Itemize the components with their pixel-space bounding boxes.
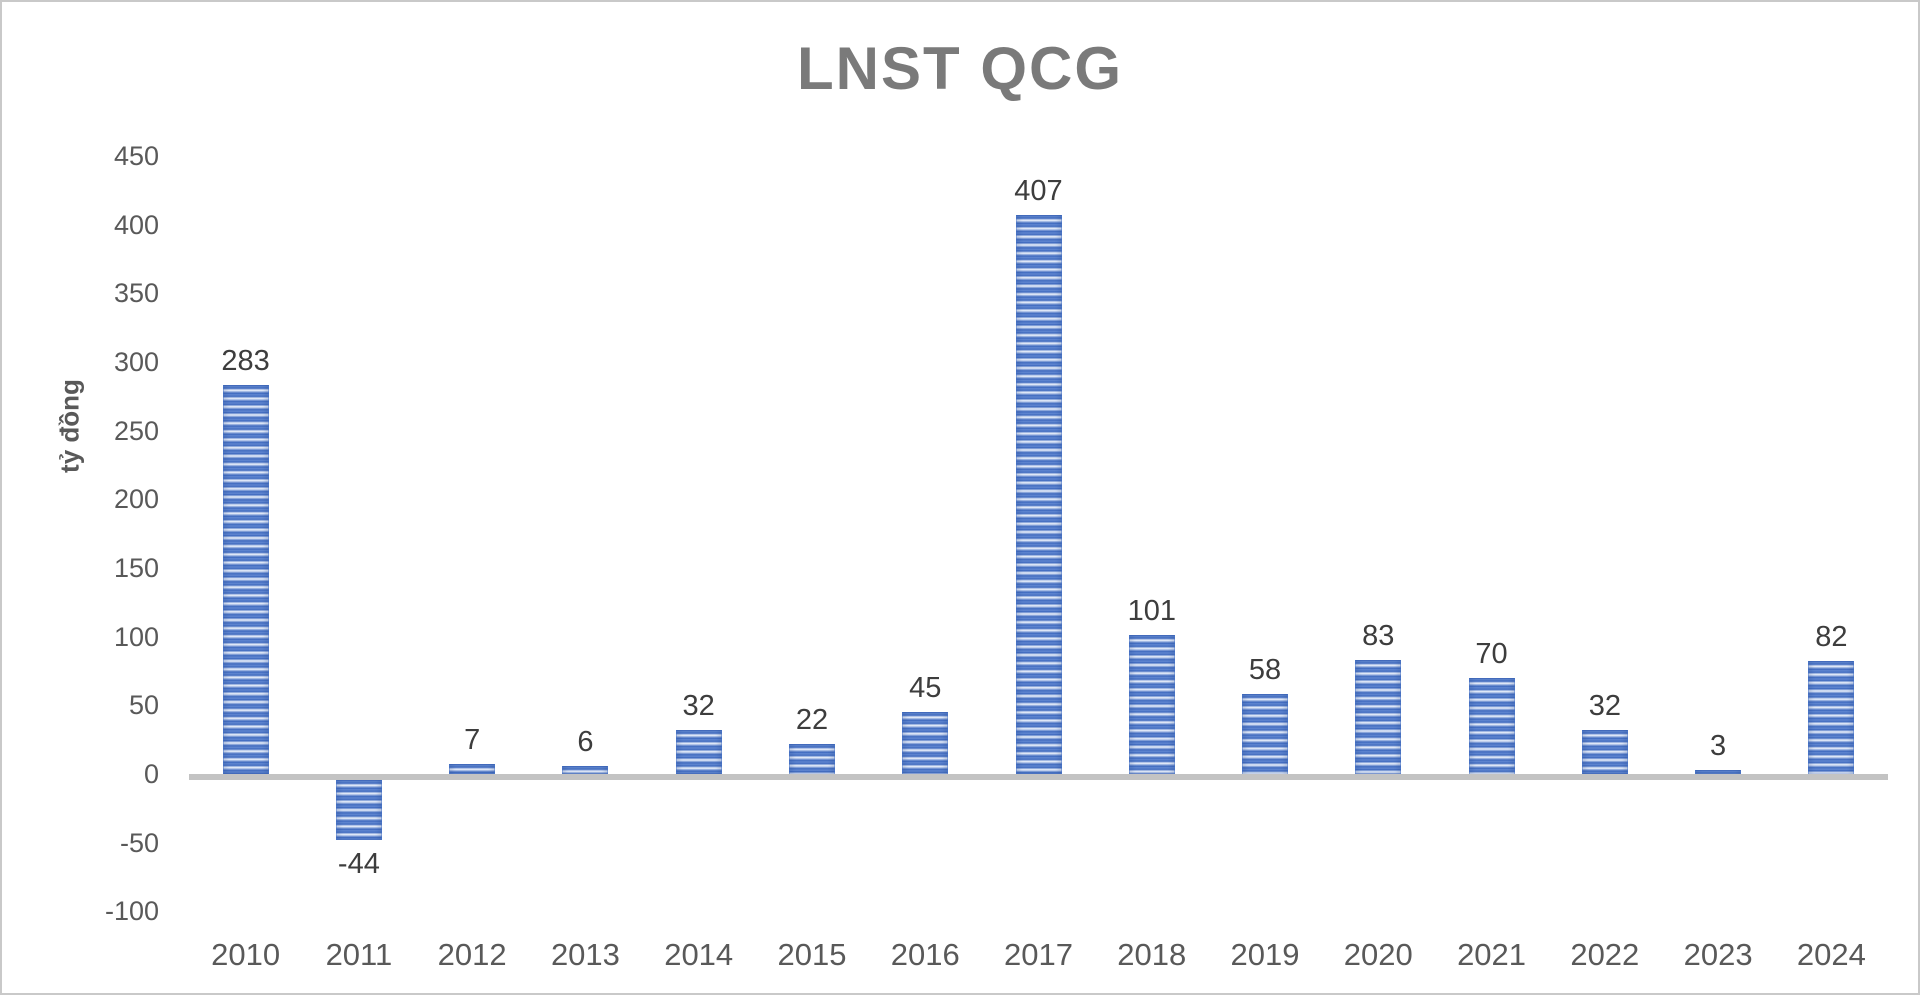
y-axis-tick-label: 450 — [113, 141, 159, 171]
bar-value-label: 7 — [464, 724, 481, 756]
y-axis-tick-label: 200 — [113, 484, 159, 515]
x-axis-tick-label: 2013 — [550, 937, 620, 972]
bar-2013 — [562, 766, 609, 774]
bar-value-label: 283 — [221, 345, 270, 377]
y-axis-tick-label: 50 — [128, 690, 159, 721]
bar-value-label: 32 — [682, 690, 715, 722]
y-axis-tick-label: 250 — [113, 415, 159, 446]
bar-2021 — [1468, 678, 1515, 774]
x-axis-tick-label: 2023 — [1683, 937, 1753, 972]
bar-value-label: 3 — [1710, 730, 1727, 762]
x-axis-tick-label: 2015 — [777, 937, 847, 972]
y-axis-tick-label: 350 — [113, 278, 159, 309]
bar-2015 — [788, 744, 835, 774]
x-axis-tick-label: 2010 — [211, 937, 281, 972]
bar-value-label: 32 — [1588, 690, 1621, 722]
bar-2014 — [675, 730, 722, 774]
x-axis-line — [189, 774, 1888, 780]
y-axis-tick-label: -50 — [119, 827, 159, 858]
bar-2020 — [1355, 660, 1402, 774]
bar-value-label: 407 — [1014, 175, 1063, 207]
bar-2023 — [1695, 770, 1742, 774]
x-axis-tick-label: 2016 — [890, 937, 960, 972]
bar-2010 — [222, 385, 269, 774]
bar-2019 — [1242, 694, 1289, 774]
bar-value-label: 83 — [1362, 620, 1395, 652]
y-axis-tick-label: 300 — [113, 347, 159, 377]
bar-2016 — [902, 712, 949, 774]
bar-2012 — [449, 764, 496, 774]
x-axis-tick-label: 2024 — [1796, 937, 1866, 972]
bar-value-label: 70 — [1475, 638, 1508, 670]
chart-title: LNST QCG — [797, 35, 1123, 102]
bar-2022 — [1581, 730, 1628, 774]
x-axis-tick-label: 2020 — [1343, 937, 1413, 972]
y-axis-tick-label: -100 — [104, 896, 159, 927]
bar-2018 — [1128, 635, 1175, 774]
bar-value-label: 82 — [1815, 621, 1848, 653]
y-axis-tick-label: 150 — [113, 553, 159, 583]
x-axis-tick-label: 2014 — [664, 937, 734, 972]
x-axis-tick-label: 2017 — [1004, 937, 1073, 972]
x-axis-tick-label: 2018 — [1117, 937, 1187, 972]
bar-value-label: 101 — [1127, 595, 1176, 627]
bar-value-label: 45 — [909, 672, 942, 704]
y-axis-tick-label: 0 — [143, 759, 159, 789]
x-axis-tick-label: 2019 — [1230, 937, 1300, 972]
bar-value-label: 6 — [577, 726, 594, 758]
y-axis-tick-label: 400 — [113, 209, 159, 240]
bar-value-label: 22 — [795, 704, 829, 736]
x-axis-tick-label: 2021 — [1457, 937, 1527, 972]
bar-2017 — [1015, 215, 1062, 774]
bar-2024 — [1808, 661, 1855, 774]
x-axis-tick-label: 2012 — [437, 937, 507, 972]
x-axis-tick-label: 2011 — [325, 937, 393, 972]
bar-value-label: 58 — [1248, 654, 1282, 686]
bar-2011 — [335, 780, 382, 840]
y-axis-tick-label: 100 — [113, 621, 159, 652]
x-axis-tick-label: 2022 — [1570, 937, 1640, 972]
bar-value-label: -44 — [337, 848, 380, 880]
